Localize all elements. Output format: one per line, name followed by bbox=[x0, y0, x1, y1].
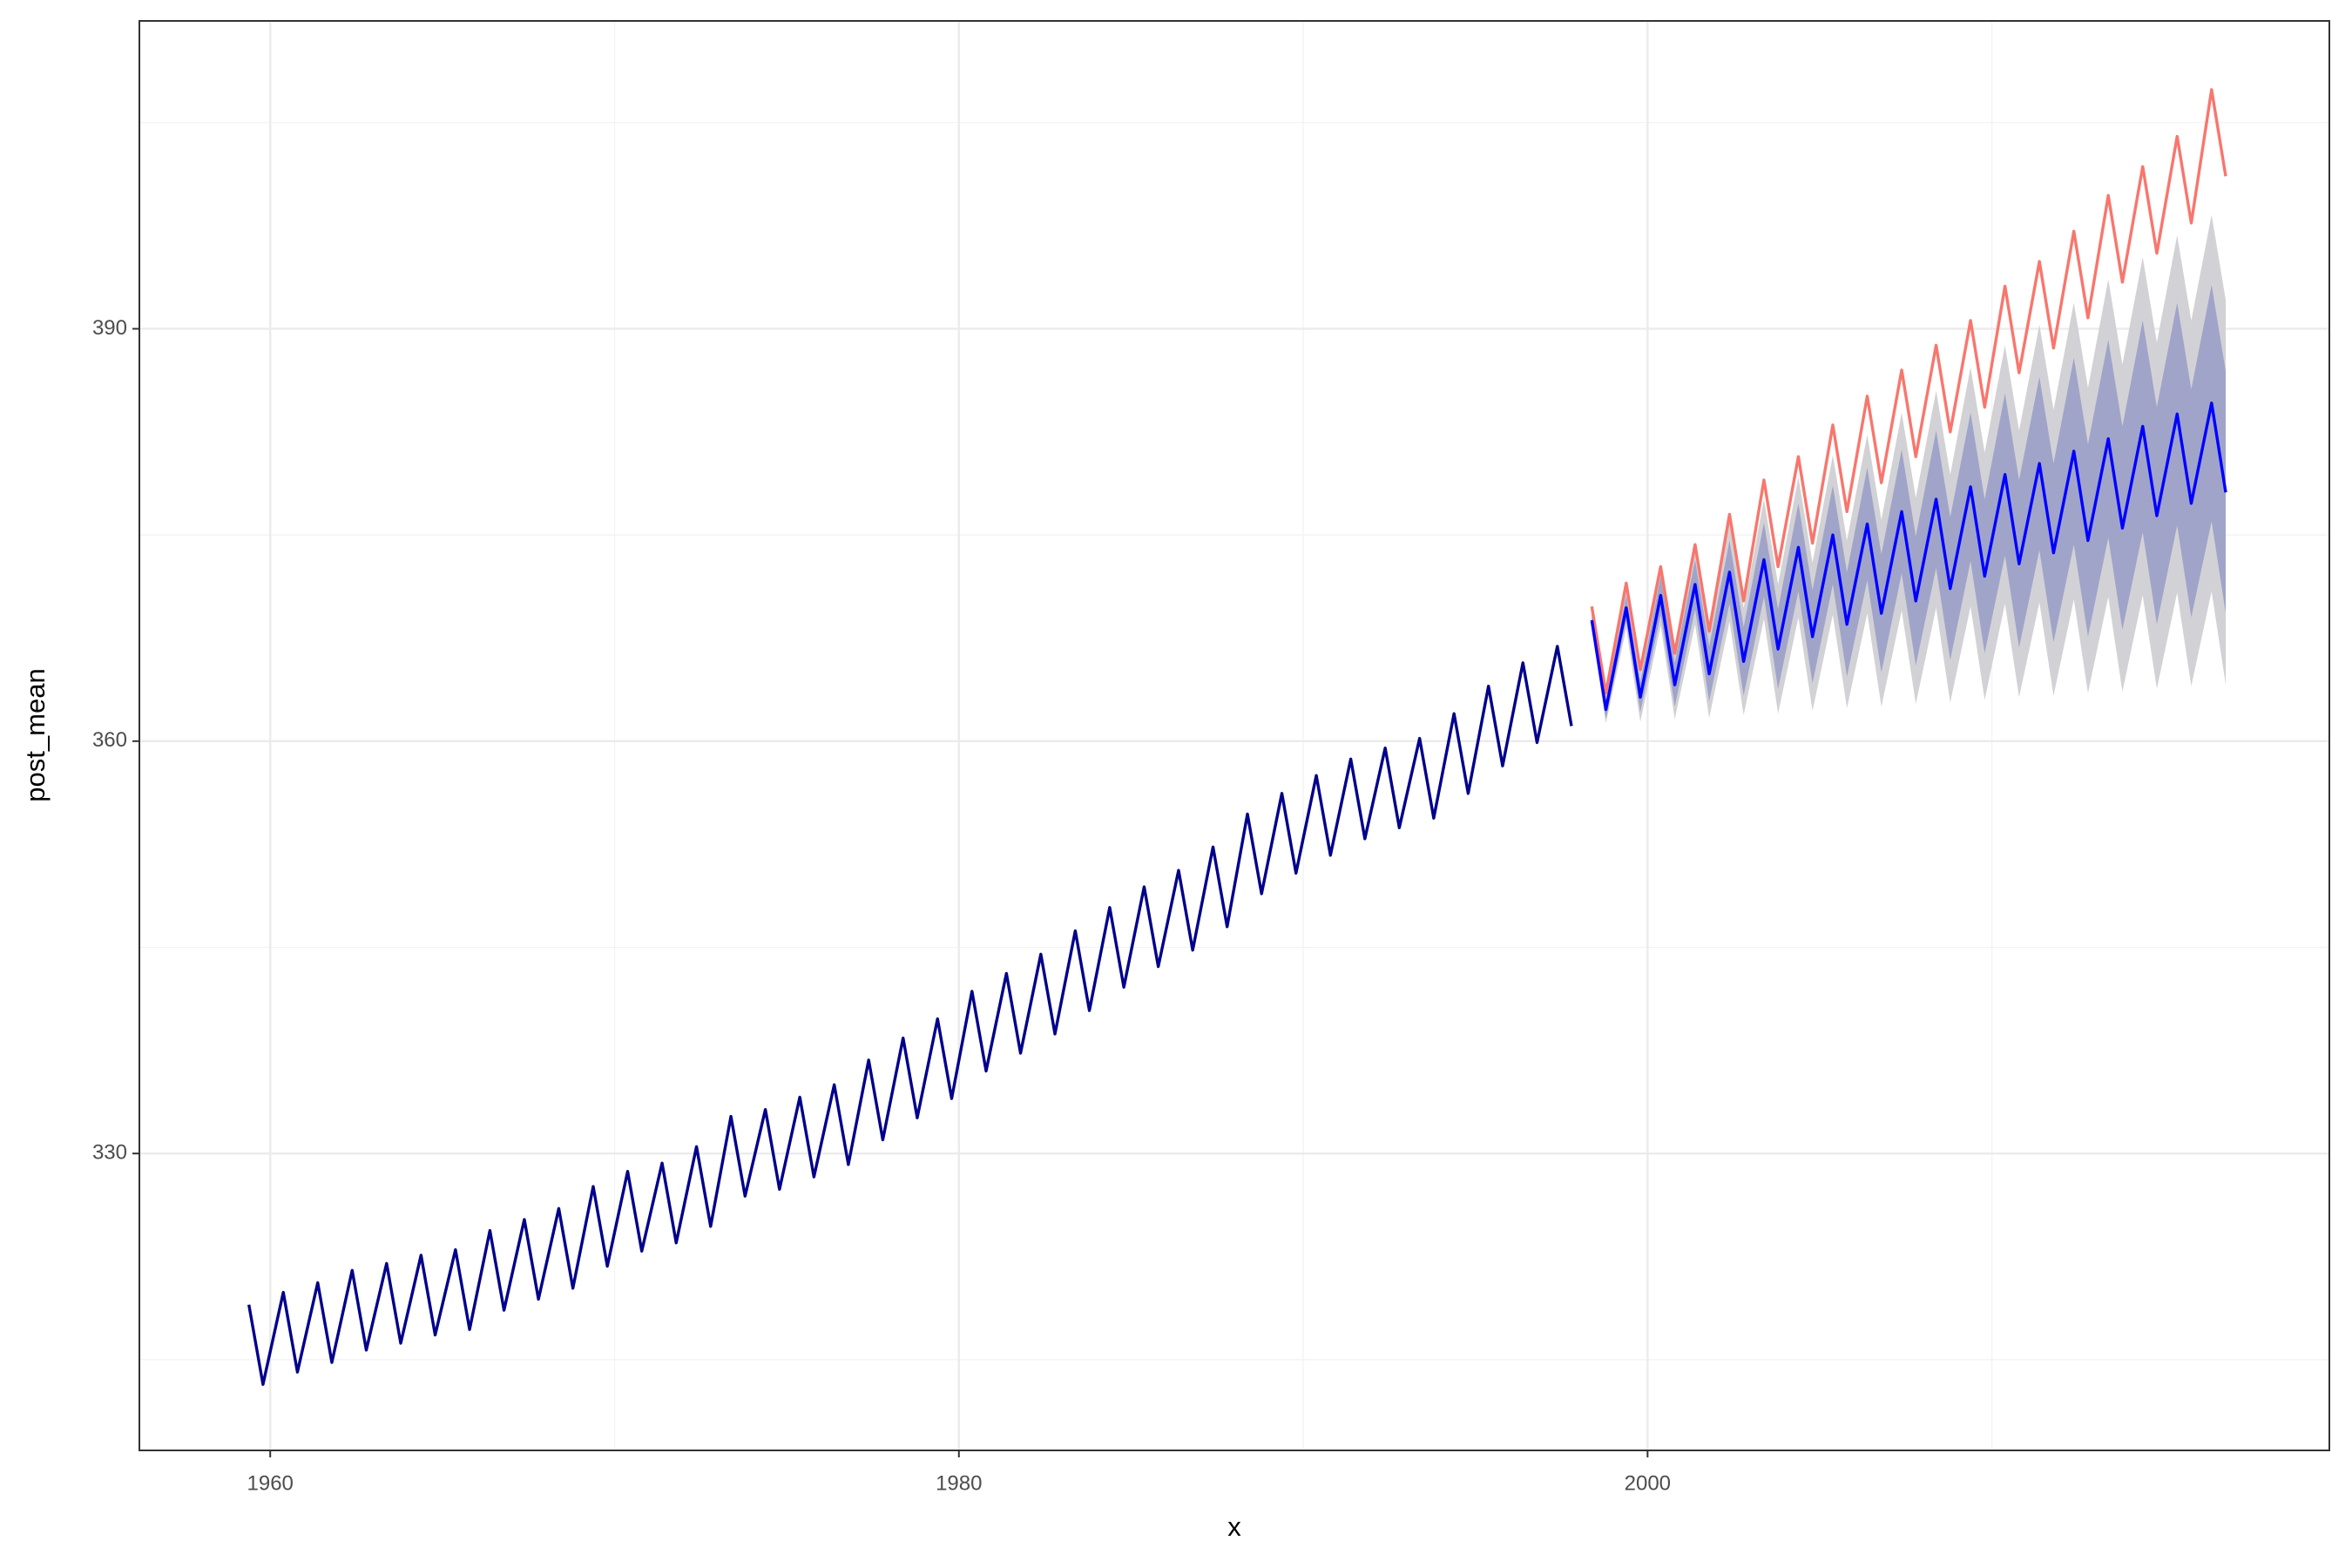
series-line bbox=[1590, 401, 2227, 712]
panel-border bbox=[139, 20, 2330, 1451]
grid bbox=[139, 21, 2329, 1450]
axes: 1960 1980 2000 330 360 390 bbox=[92, 316, 1671, 1496]
plot-area bbox=[247, 88, 2227, 1386]
y-tick-label: 330 bbox=[92, 1141, 127, 1165]
y-tick-label: 390 bbox=[92, 316, 127, 340]
x-tick-label: 1960 bbox=[247, 1471, 294, 1495]
series-line bbox=[1590, 88, 2227, 695]
x-tick-label: 1980 bbox=[936, 1471, 982, 1495]
x-axis-title: x bbox=[1227, 1511, 1241, 1542]
y-tick-label: 360 bbox=[92, 728, 127, 752]
series-line bbox=[247, 645, 1573, 1386]
x-tick-label: 2000 bbox=[1625, 1471, 1671, 1495]
y-axis-title: post_mean bbox=[20, 668, 51, 801]
interval-band bbox=[1592, 284, 2227, 720]
